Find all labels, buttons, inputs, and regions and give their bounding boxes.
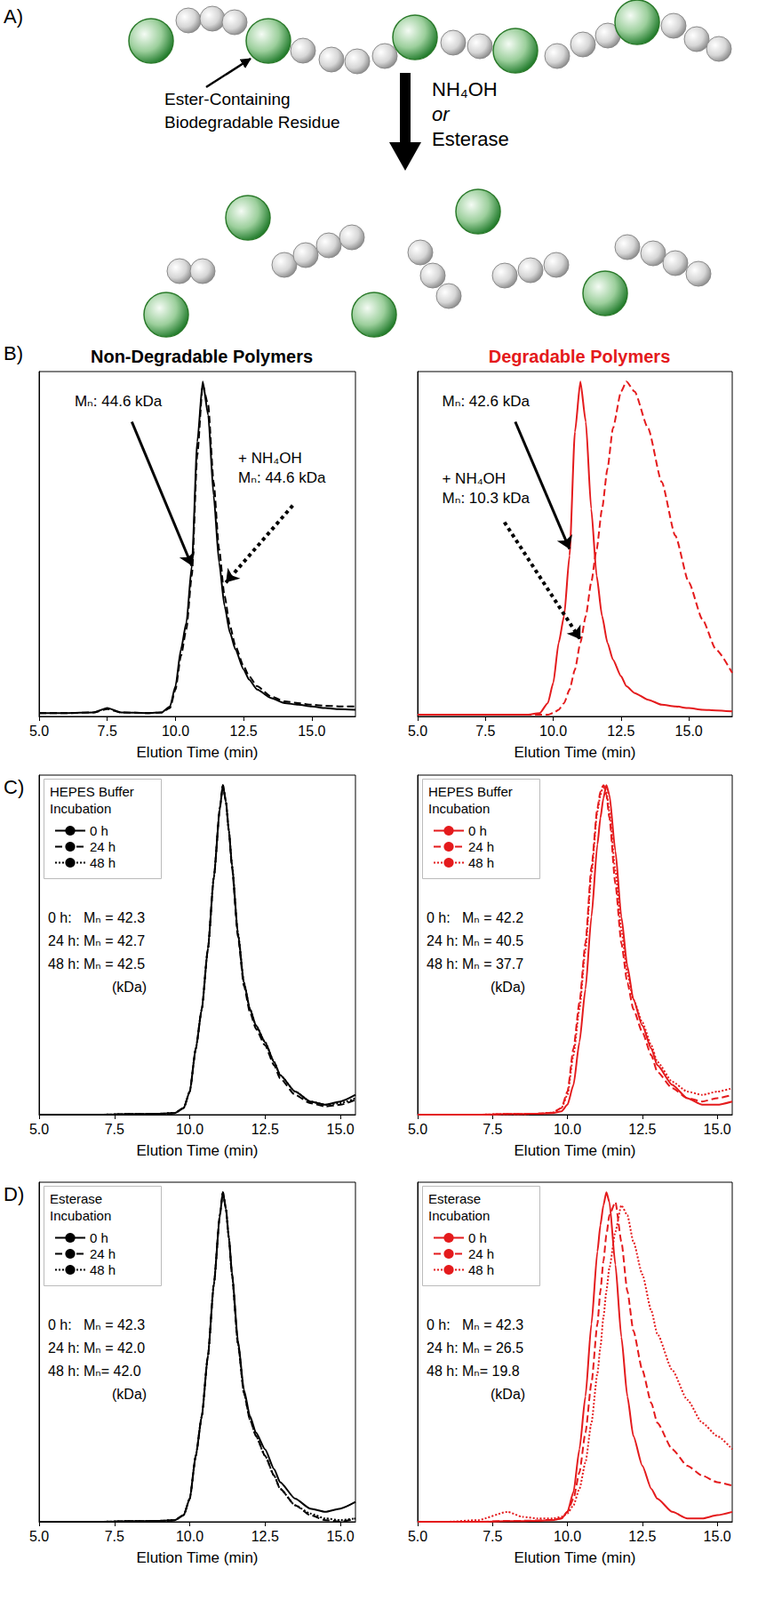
svg-text:Mₙ: 44.6 kDa: Mₙ: 44.6 kDa — [74, 392, 163, 410]
svg-text:+ NH₄OH: + NH₄OH — [238, 449, 303, 467]
svg-text:Incubation: Incubation — [49, 1207, 112, 1223]
svg-text:Incubation: Incubation — [49, 800, 112, 816]
svg-text:12.5: 12.5 — [628, 1528, 656, 1544]
svg-text:NH₄OH: NH₄OH — [431, 78, 498, 101]
svg-text:0 h: Mₙ = 42.3: 0 h: Mₙ = 42.3 — [47, 1316, 145, 1333]
svg-text:0 h: Mₙ = 42.3: 0 h: Mₙ = 42.3 — [47, 909, 145, 926]
svg-text:24 h: 24 h — [89, 1245, 116, 1261]
svg-text:0 h: 0 h — [89, 822, 109, 838]
svg-text:24 h: Mₙ = 42.0: 24 h: Mₙ = 42.0 — [47, 1340, 145, 1356]
svg-text:Incubation: Incubation — [428, 800, 490, 816]
svg-text:+ NH₄OH: + NH₄OH — [441, 470, 506, 487]
svg-text:7.5: 7.5 — [482, 1528, 503, 1544]
svg-text:Mₙ: 42.6 kDa: Mₙ: 42.6 kDa — [441, 392, 530, 410]
svg-text:B): B) — [3, 342, 24, 365]
svg-text:0 h: 0 h — [468, 1229, 487, 1245]
svg-text:(kDa): (kDa) — [490, 979, 526, 995]
svg-text:10.0: 10.0 — [553, 1121, 582, 1137]
svg-text:10.0: 10.0 — [175, 1121, 204, 1137]
svg-text:0 h: 0 h — [468, 822, 487, 838]
svg-text:48 h: 48 h — [89, 1261, 116, 1277]
svg-text:Esterase: Esterase — [49, 1190, 103, 1206]
svg-text:15.0: 15.0 — [703, 1121, 732, 1137]
svg-text:Elution Time (min): Elution Time (min) — [514, 743, 637, 761]
svg-text:15.0: 15.0 — [326, 1528, 354, 1544]
svg-text:5.0: 5.0 — [407, 723, 428, 739]
svg-text:(kDa): (kDa) — [111, 1386, 147, 1402]
svg-text:10.0: 10.0 — [161, 723, 190, 739]
svg-text:Esterase: Esterase — [431, 127, 510, 151]
svg-text:D): D) — [3, 1182, 24, 1205]
svg-text:24 h: 24 h — [468, 1245, 495, 1261]
svg-text:48 h: Mₙ= 19.8: 48 h: Mₙ= 19.8 — [426, 1363, 520, 1379]
svg-text:Mₙ: 44.6 kDa: Mₙ: 44.6 kDa — [238, 469, 327, 487]
svg-text:48 h: Mₙ = 37.7: 48 h: Mₙ = 37.7 — [426, 956, 524, 972]
svg-text:10.0: 10.0 — [175, 1528, 204, 1544]
svg-text:24 h: 24 h — [468, 838, 495, 854]
svg-text:Elution Time (min): Elution Time (min) — [136, 743, 259, 761]
svg-text:HEPES Buffer: HEPES Buffer — [49, 783, 135, 799]
svg-text:10.0: 10.0 — [553, 1528, 582, 1544]
svg-text:0 h: Mₙ = 42.3: 0 h: Mₙ = 42.3 — [426, 1316, 524, 1333]
svg-text:12.5: 12.5 — [606, 723, 635, 739]
svg-text:Elution Time (min): Elution Time (min) — [136, 1141, 259, 1159]
svg-text:24 h: Mₙ = 40.5: 24 h: Mₙ = 40.5 — [426, 933, 524, 949]
svg-text:48 h: 48 h — [468, 854, 495, 870]
svg-text:C): C) — [3, 775, 24, 798]
svg-text:12.5: 12.5 — [230, 723, 258, 739]
svg-text:0 h: 0 h — [89, 1229, 109, 1245]
svg-text:Elution Time (min): Elution Time (min) — [514, 1141, 637, 1159]
svg-text:A): A) — [3, 5, 24, 28]
svg-text:15.0: 15.0 — [703, 1528, 732, 1544]
svg-text:HEPES Buffer: HEPES Buffer — [428, 783, 513, 799]
svg-text:5.0: 5.0 — [29, 1121, 49, 1137]
svg-text:15.0: 15.0 — [297, 723, 326, 739]
svg-text:7.5: 7.5 — [104, 1121, 125, 1137]
svg-text:(kDa): (kDa) — [490, 1386, 526, 1402]
svg-text:5.0: 5.0 — [29, 723, 49, 739]
svg-text:0 h: Mₙ = 42.2: 0 h: Mₙ = 42.2 — [426, 909, 524, 926]
svg-text:7.5: 7.5 — [97, 723, 118, 739]
svg-text:24 h: Mₙ = 42.7: 24 h: Mₙ = 42.7 — [47, 933, 145, 949]
svg-text:7.5: 7.5 — [104, 1528, 125, 1544]
svg-text:15.0: 15.0 — [326, 1121, 354, 1137]
svg-text:Biodegradable Residue: Biodegradable Residue — [164, 112, 341, 132]
svg-text:24 h: 24 h — [89, 838, 116, 854]
svg-text:12.5: 12.5 — [628, 1121, 656, 1137]
svg-text:48 h: Mₙ = 42.5: 48 h: Mₙ = 42.5 — [47, 956, 145, 972]
svg-text:Elution Time (min): Elution Time (min) — [136, 1548, 259, 1566]
svg-text:5.0: 5.0 — [407, 1528, 428, 1544]
svg-text:Incubation: Incubation — [428, 1207, 490, 1223]
svg-text:15.0: 15.0 — [675, 723, 703, 739]
svg-text:24 h: Mₙ = 26.5: 24 h: Mₙ = 26.5 — [426, 1340, 524, 1356]
svg-text:5.0: 5.0 — [407, 1121, 428, 1137]
svg-text:7.5: 7.5 — [475, 723, 495, 739]
svg-text:or: or — [431, 103, 451, 126]
svg-text:Degradable Polymers: Degradable Polymers — [488, 346, 671, 367]
svg-text:Non-Degradable Polymers: Non-Degradable Polymers — [90, 346, 313, 367]
svg-text:48 h: 48 h — [89, 854, 116, 870]
svg-text:12.5: 12.5 — [251, 1528, 280, 1544]
svg-text:Ester-Containing: Ester-Containing — [164, 89, 291, 109]
svg-text:Esterase: Esterase — [428, 1190, 481, 1206]
svg-text:5.0: 5.0 — [29, 1528, 49, 1544]
svg-text:48 h: 48 h — [468, 1261, 495, 1277]
svg-text:48 h: Mₙ= 42.0: 48 h: Mₙ= 42.0 — [47, 1363, 142, 1379]
svg-text:(kDa): (kDa) — [111, 979, 147, 995]
svg-text:7.5: 7.5 — [482, 1121, 503, 1137]
svg-text:12.5: 12.5 — [251, 1121, 280, 1137]
svg-text:Elution Time (min): Elution Time (min) — [514, 1548, 637, 1566]
svg-text:10.0: 10.0 — [539, 723, 567, 739]
svg-text:Mₙ: 10.3 kDa: Mₙ: 10.3 kDa — [441, 489, 530, 507]
